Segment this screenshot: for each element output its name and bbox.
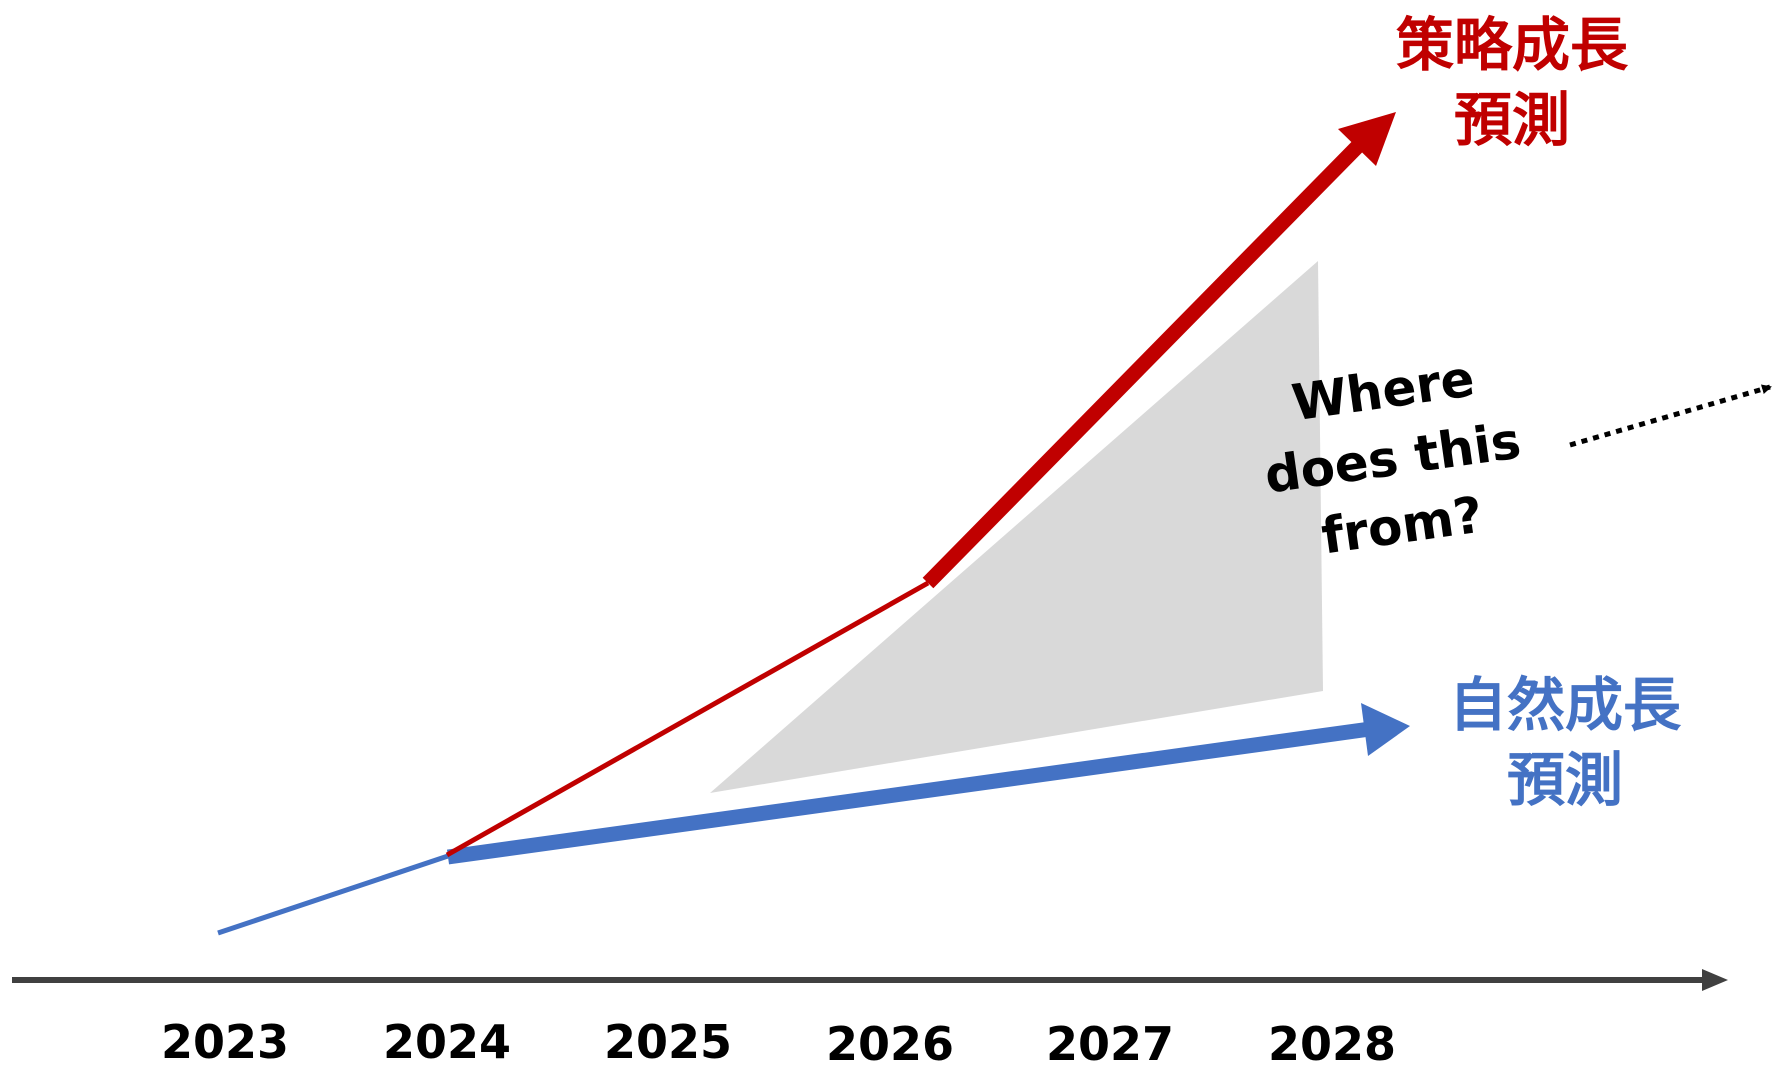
- year-label-2025: 2025: [604, 1015, 732, 1068]
- strategic-forecast-label-line2: 預測: [1454, 86, 1570, 154]
- strategic-forecast-label-line1: 策略成長: [1396, 11, 1629, 79]
- historical-growth-line: [217, 853, 449, 936]
- year-label-2028: 2028: [1268, 1017, 1396, 1068]
- strategic-growth-line-thick: [922, 141, 1363, 589]
- year-label-2023: 2023: [161, 1015, 289, 1068]
- natural-forecast-label-line1: 自然成長: [1449, 671, 1682, 739]
- question-pointer-arrow: [1569, 384, 1772, 448]
- natural-forecast-label-line2: 預測: [1507, 746, 1623, 814]
- year-label-2026: 2026: [826, 1017, 954, 1068]
- natural-growth-arrowhead: [1361, 703, 1410, 756]
- gap-question-line3: from?: [1318, 486, 1486, 566]
- natural-growth-line: [446, 721, 1372, 865]
- strategic-growth-arrowhead: [1338, 112, 1396, 166]
- timeline-axis-arrowhead: [1702, 969, 1728, 991]
- strategic-forecast-label: 策略成長 預測: [1396, 11, 1629, 154]
- strategic-growth-line-thin: [445, 580, 930, 858]
- year-labels: 2023 2024 2025 2026 2027 2028: [161, 1015, 1396, 1068]
- year-label-2024: 2024: [383, 1015, 511, 1068]
- gap-region: [710, 261, 1323, 793]
- natural-forecast-label: 自然成長 預測: [1449, 671, 1682, 814]
- year-label-2027: 2027: [1046, 1017, 1174, 1068]
